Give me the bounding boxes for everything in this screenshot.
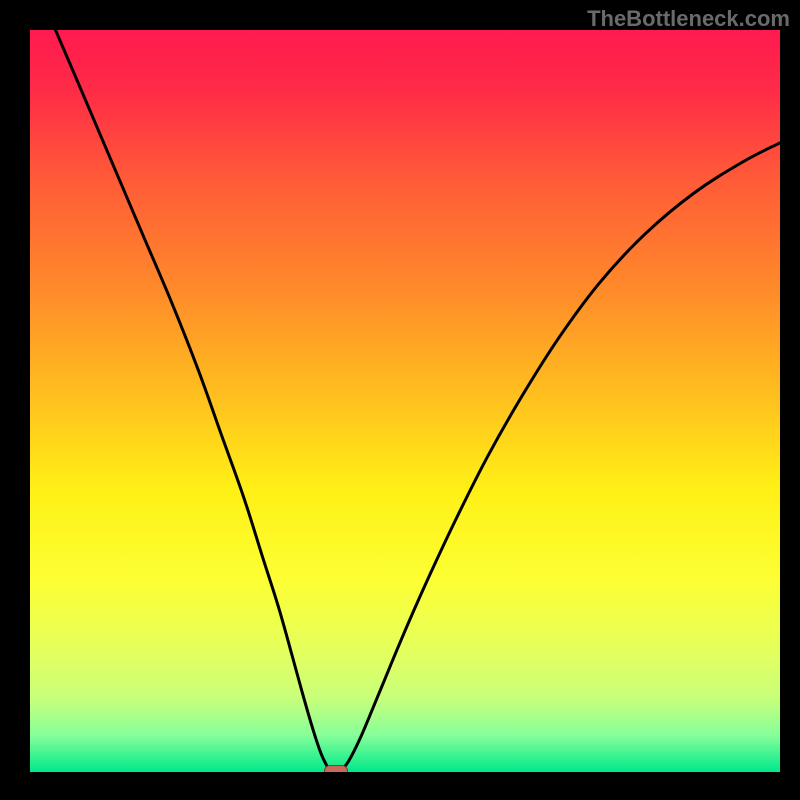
chart-frame: TheBottleneck.com [0,0,800,800]
watermark-text: TheBottleneck.com [587,6,790,32]
curve-left-branch [56,30,331,771]
curve-svg [30,30,780,772]
curve-right-branch [341,143,780,771]
min-marker [324,765,348,772]
plot-border-bottom [0,772,800,800]
plot-area [30,30,780,772]
plot-border-left [0,0,30,800]
plot-border-right [780,0,800,800]
